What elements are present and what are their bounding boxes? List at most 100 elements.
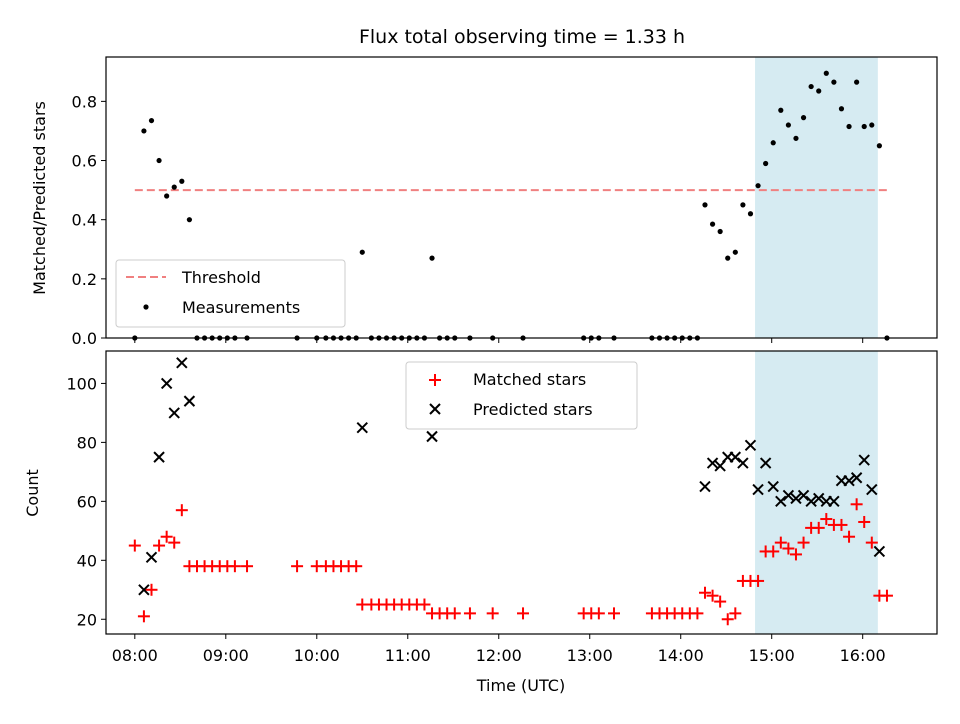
measurement-point [770,140,776,146]
top-x-ticks [134,338,864,343]
matched-star-point [486,607,499,620]
matched-star-point [175,504,188,517]
matched-star-point [128,539,141,552]
matched-star-point [592,607,605,620]
measurement-point [785,122,791,128]
predicted-star-point [873,545,886,558]
measurement-point [717,228,723,235]
top-axes-frame [105,56,938,339]
bottom-panel: 20 40 60 80 100 08:00 09:00 10:00 11:00 12:00 13:… [23,350,938,695]
predicted-star-point [813,492,825,505]
predicted-star-point [706,457,719,469]
predicted-star-point [744,439,757,452]
matched-star-point [729,607,742,620]
predicted-star-point [850,472,863,484]
matched-star-point [241,560,254,573]
matched-star-point [448,607,461,620]
x-tick-label: 14:00 [658,646,704,665]
top-y-ticks: 0.0 0.2 0.4 0.6 0.8 [72,92,106,348]
matched-star-point [797,536,810,549]
predicted-star-point [699,480,711,493]
legend-threshold-label: Threshold [181,268,261,287]
observing-window-highlight [755,351,878,634]
predicted-star-point [183,395,196,407]
x-tick-label: 13:00 [567,646,613,665]
measurement-point [831,79,837,85]
x-tick-label: 16:00 [840,646,886,665]
matched-star-point [820,513,833,526]
matched-star-point [721,613,734,626]
predicted-star-point [153,451,165,463]
predicted-star-point [790,492,802,505]
measurement-point [702,202,708,208]
matched-star-point [880,589,893,602]
measurement-point [838,106,845,112]
predicted-star-point [775,495,787,508]
measurement-point [876,143,882,149]
y-tick-label: 20 [77,610,97,629]
predicted-star-point [805,495,817,508]
predicted-star-point [752,483,764,496]
legend-predicted-swatch [429,403,441,415]
measurement-point [816,88,822,94]
matched-star-point [812,521,825,534]
measurement-point [808,83,814,90]
predicted-star-point [858,454,870,466]
y-tick-label: 40 [77,551,97,570]
x-axis-label: Time (UTC) [476,676,565,695]
measurement-point [823,70,829,76]
legend-measurements-swatch [143,304,149,310]
y-tick-label: 100 [66,374,97,393]
matched-star-point [850,498,863,511]
y-tick-label: 0.2 [72,270,97,289]
matched-star-point [789,548,802,561]
measurement-point [747,211,754,217]
matched-star-point [767,545,780,558]
observing-window-highlight [755,57,878,338]
matched-star-point [608,607,621,620]
predicted-star-point [145,551,158,564]
matched-star-point [691,607,704,620]
matched-star-point [835,518,848,531]
y-tick-label: 0.8 [72,92,97,111]
measurement-point [740,202,746,208]
measurement-point [763,160,769,167]
legend-matched-swatch [429,374,441,386]
predicted-star-point [168,407,180,419]
measurement-point [732,249,738,255]
matched-star-point [858,515,871,528]
matched-star-point [706,589,719,602]
matched-star-point [865,536,878,549]
measurement-point [141,128,147,134]
matched-star-point [291,560,304,573]
top-legend: Threshold Measurements [115,259,346,328]
measurement-point [869,122,875,128]
measurement-point [429,255,435,261]
bottom-x-ticks: 08:00 09:00 10:00 11:00 12:00 13:00 14:00 15:00… [112,634,886,665]
matched-star-point [782,542,795,555]
measurement-point [171,184,177,190]
measurement-point [800,115,807,121]
x-tick-label: 09:00 [203,646,249,665]
matched-star-point [168,536,181,549]
measurement-point [148,117,155,124]
bottom-legend-box [405,361,638,430]
measurement-point [755,183,761,189]
predicted-star-point [356,421,368,434]
measurement-point [186,217,193,223]
matched-star-point [752,574,765,587]
x-tick-label: 08:00 [112,646,158,665]
predicted-star-point [138,584,150,596]
measurement-point [709,221,716,227]
predicted-star-point [729,451,742,463]
measurement-point [179,178,185,184]
x-tick-label: 12:00 [476,646,522,665]
y-tick-label: 60 [77,492,97,511]
y-tick-label: 0.6 [72,152,97,171]
measurement-point [854,79,860,85]
matched-star-point [137,610,150,623]
bottom-axes-frame [105,350,938,635]
x-tick-label: 15:00 [749,646,795,665]
x-tick-label: 11:00 [385,646,431,665]
